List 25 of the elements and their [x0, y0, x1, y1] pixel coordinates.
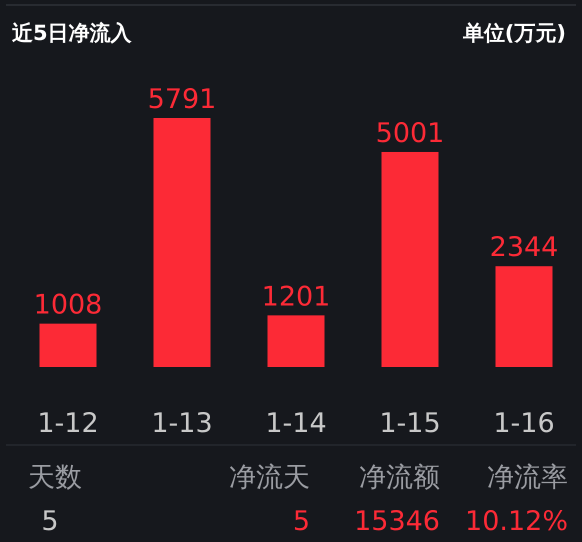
- chart-title: 近5日净流入: [11, 21, 133, 45]
- text: 净流额: [359, 462, 440, 493]
- x-tick-label: 1-12: [37, 408, 99, 439]
- data-label: 2344: [490, 232, 558, 264]
- text: 15346: [354, 506, 440, 537]
- data-label: 5791: [148, 84, 216, 115]
- text: 净流天: [229, 462, 310, 493]
- text: 天数: [28, 462, 82, 493]
- x-tick-label: 1-15: [379, 408, 441, 439]
- data-label: 5001: [376, 118, 444, 149]
- bar: [40, 324, 96, 367]
- text: 5: [292, 506, 310, 537]
- x-tick-label: 1-14: [265, 408, 327, 439]
- text: 10.12%: [465, 506, 568, 537]
- text: 净流率: [487, 462, 568, 493]
- data-label: 1008: [34, 290, 102, 321]
- x-tick-label: 1-13: [151, 408, 213, 439]
- x-tick-label: 1-16: [493, 408, 555, 439]
- bar: [496, 266, 552, 367]
- bar: [268, 315, 324, 367]
- chart-subtitle: 单位(万元): [462, 21, 566, 45]
- text: 5: [41, 506, 59, 537]
- bar: [382, 152, 438, 367]
- bar: [154, 118, 210, 367]
- data-label: 1201: [262, 281, 330, 312]
